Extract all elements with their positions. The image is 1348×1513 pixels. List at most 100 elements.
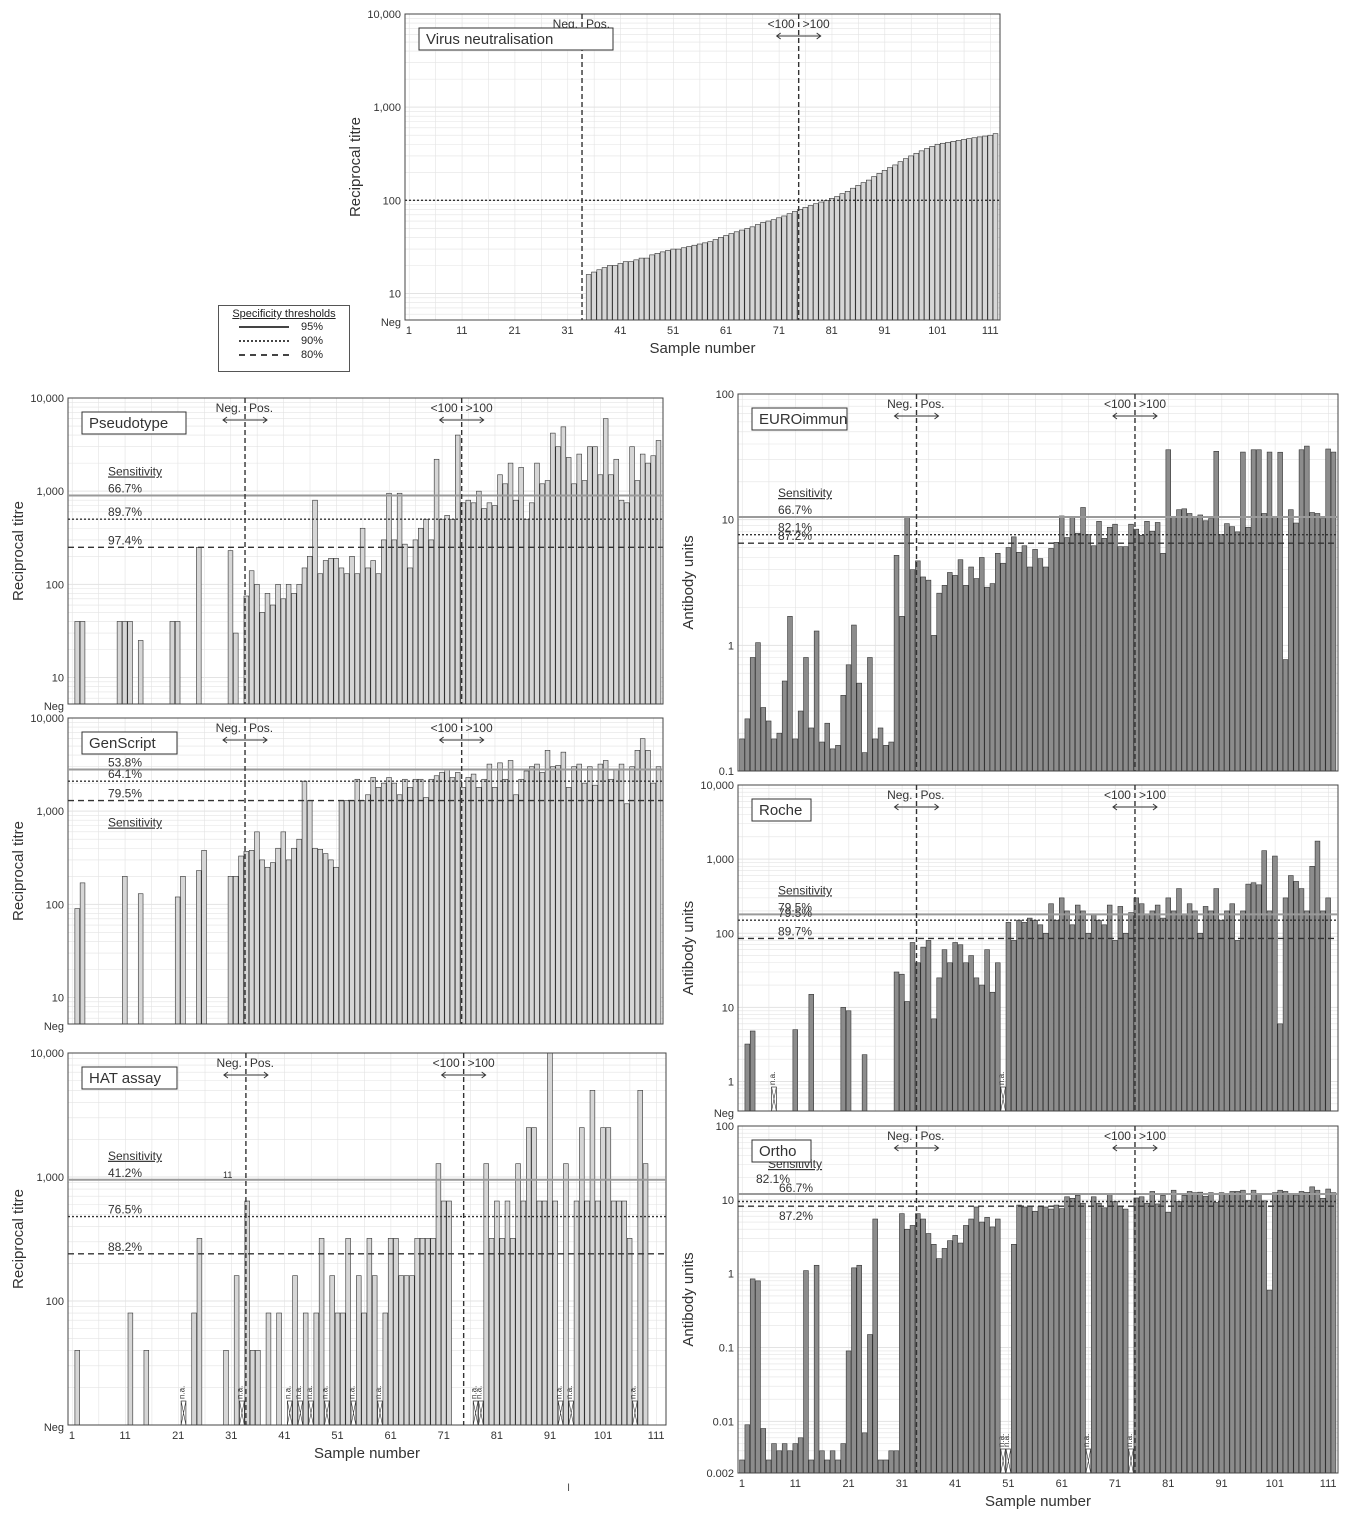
bar [1096, 521, 1102, 772]
bar [328, 859, 334, 1025]
bar [1128, 912, 1134, 1112]
bar [292, 1275, 298, 1426]
x-tick-label: 111 [648, 1430, 665, 1442]
bar [1085, 534, 1092, 772]
bar [1213, 888, 1219, 1112]
neg-label: Neg. [216, 721, 241, 735]
bar [476, 787, 482, 1025]
bar [629, 766, 635, 1025]
bar [995, 962, 1001, 1112]
bar [1240, 1189, 1246, 1474]
bar [844, 191, 851, 321]
bar [137, 640, 144, 705]
bar [238, 855, 244, 1025]
sensitivity-value: 66.7% [778, 503, 812, 517]
bar [1170, 910, 1177, 1112]
bar [633, 259, 639, 321]
bar [973, 977, 980, 1112]
bar [1224, 910, 1230, 1112]
y-axis-label: Reciprocal titre [10, 501, 27, 601]
panel-title-box: Roche [751, 798, 812, 822]
na-label: n.a. [305, 1386, 314, 1399]
bar [1266, 451, 1273, 772]
bar [1325, 897, 1331, 1112]
bar [470, 773, 477, 1025]
bar [365, 794, 371, 1025]
bar [555, 765, 561, 1025]
bar [1272, 517, 1278, 772]
bar [497, 474, 503, 705]
bar [301, 780, 308, 1025]
na-cross [632, 1400, 638, 1426]
bar [992, 133, 999, 321]
na-label: n.a. [347, 1386, 356, 1399]
bar [1282, 659, 1289, 772]
bar [918, 150, 925, 321]
na-cross [239, 1400, 245, 1426]
bar [370, 560, 376, 705]
bar [365, 567, 371, 705]
bar [691, 244, 697, 321]
bar [1016, 551, 1022, 772]
x-tick-label: 61 [720, 325, 732, 337]
bar [407, 787, 413, 1025]
bar [1128, 523, 1134, 772]
bar [902, 158, 909, 321]
bar [1298, 1191, 1305, 1474]
bar [909, 1225, 916, 1474]
bar [617, 263, 624, 321]
bar [486, 502, 493, 705]
bar [589, 1090, 596, 1426]
bar [787, 1450, 793, 1474]
x-tick-label: 41 [278, 1430, 290, 1442]
y-tick-label: 10,000 [30, 1048, 64, 1060]
panel-title: Virus neutralisation [426, 31, 553, 48]
bar [808, 1459, 814, 1474]
bar [137, 893, 144, 1025]
bar [1011, 536, 1017, 772]
bar [686, 246, 692, 321]
bar [1245, 1200, 1251, 1474]
panel-title-box: Pseudotype [81, 411, 187, 435]
bar [1298, 888, 1305, 1112]
bar [547, 1052, 553, 1426]
bar [122, 621, 128, 705]
bar [576, 453, 582, 705]
bar [515, 1163, 521, 1426]
bar [1021, 1206, 1028, 1474]
bar [861, 752, 868, 772]
panel-title-box: Ortho [751, 1139, 812, 1163]
bar [681, 247, 687, 321]
bar [539, 483, 545, 705]
bar [744, 718, 751, 772]
bar [1075, 532, 1081, 772]
panel-title-box: HAT assay [81, 1066, 178, 1090]
bar [909, 942, 916, 1112]
lt100-label: <100 [768, 17, 795, 31]
lt100-label: <100 [431, 721, 458, 735]
bar [739, 738, 745, 772]
double-arrow [222, 416, 268, 424]
bar [180, 876, 186, 1025]
bar [428, 539, 434, 705]
na-label: n.a. [1082, 1434, 1091, 1447]
bar [483, 1163, 489, 1426]
bar [423, 797, 429, 1025]
bar [952, 575, 958, 772]
bar [1325, 448, 1331, 772]
bar [1122, 932, 1129, 1112]
bar [867, 657, 873, 772]
panel-title-box: EUROimmun [751, 407, 848, 431]
bar [925, 940, 932, 1112]
bar [644, 257, 650, 321]
bar [502, 483, 508, 705]
sensitivity-value: 79.5% [108, 787, 142, 801]
bar [1245, 883, 1251, 1112]
bar [402, 778, 408, 1025]
bar [824, 1459, 830, 1474]
bar [765, 1459, 772, 1474]
bar [1053, 542, 1060, 772]
bar [941, 949, 948, 1112]
bar [596, 269, 602, 321]
bar [797, 1437, 804, 1474]
